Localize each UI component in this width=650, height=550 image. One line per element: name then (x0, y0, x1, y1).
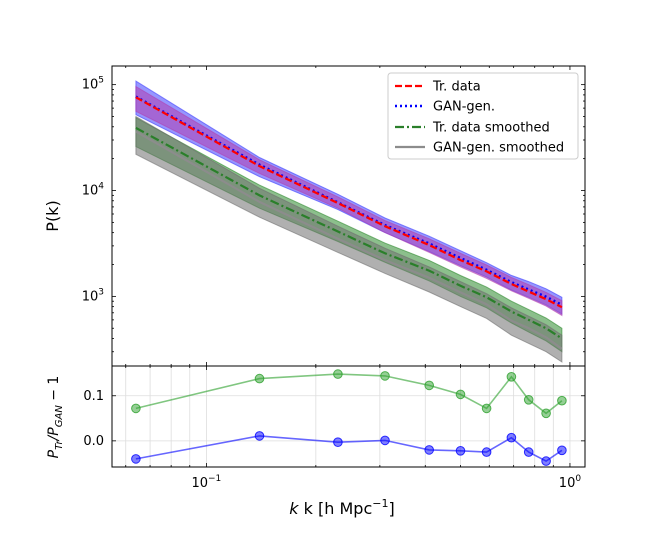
ratio-point-blue-ratio (380, 435, 390, 446)
tick-base: 10 (82, 289, 99, 304)
ratio-point-blue-ratio (557, 445, 567, 456)
ratio-point-blue-ratio (131, 454, 141, 464)
tick-exp: 3 (98, 287, 104, 297)
y-label-sub-gan: GAN (54, 405, 65, 428)
y-label-p: P (46, 449, 62, 458)
tick-exp: 5 (98, 76, 104, 86)
tick-base: 10 (559, 476, 576, 491)
bottom-y-axis-label: PTr/PGAN − 1 (46, 376, 65, 459)
ratio-point-green-ratio (131, 403, 141, 414)
top-bands (135, 80, 563, 363)
legend-label-tr-data-smoothed: Tr. data smoothed (432, 121, 550, 136)
ratio-point-blue-ratio (523, 447, 534, 457)
tick-base: 10 (82, 78, 99, 93)
y-tick-label-top: 104 (82, 182, 105, 199)
legend-label-tr-data: Tr. data (432, 80, 481, 95)
top-y-axis-label: P(k) (43, 200, 62, 231)
tick-exp: −1 (208, 474, 221, 484)
series-line-tr-data (135, 96, 563, 309)
x-label-close: ] (388, 499, 394, 518)
ratio-point-blue-ratio (333, 437, 343, 448)
x-label-k: k (289, 499, 299, 518)
bottom-panel: 0.00.110−1 100 PTr/PGAN − 1 k k [h Mpc−1] (46, 365, 586, 518)
ratio-point-green-ratio (333, 369, 343, 379)
y-label-sub-tr: Tr (54, 440, 65, 450)
y-tick-label-top: 105 (82, 76, 104, 93)
y-label-mid: /P (46, 427, 62, 443)
series-line-gan-gen-smoothed (135, 130, 563, 350)
band-tr-data-band (135, 85, 563, 317)
series-line-tr-data-smoothed (135, 126, 563, 340)
x-axis-label: k k [h Mpc−1] (289, 497, 394, 518)
tick-exp: 0 (575, 474, 581, 484)
x-tick-label: 100 (559, 474, 582, 491)
y-tick-label-bottom: 0.1 (83, 389, 104, 404)
x-label-sup: −1 (372, 497, 388, 510)
x-tick-label: 10−1 (191, 474, 221, 491)
x-label-text: k [h Mpc (304, 499, 373, 518)
ratio-point-blue-ratio (541, 456, 551, 466)
bottom-ticks: 0.00.110−1 100 (83, 366, 585, 491)
band-gan-gen-smoothed-band (135, 115, 563, 363)
tick-base: 10 (82, 184, 99, 199)
ratio-point-blue-ratio (506, 432, 517, 443)
y-tick-label-bottom: 0.0 (83, 434, 104, 449)
y-tick-label-top: 103 (82, 287, 104, 304)
ratio-point-green-ratio (424, 380, 435, 391)
ratio-point-green-ratio (506, 372, 517, 382)
tick-exp: 4 (98, 182, 104, 192)
ratio-point-green-ratio (380, 371, 390, 381)
ratio-point-green-ratio (254, 373, 265, 384)
bottom-lines (131, 369, 567, 466)
legend-label-gan-gen: GAN-gen. (433, 100, 495, 115)
bottom-axes-frame (111, 365, 586, 468)
ratio-point-blue-ratio (455, 446, 466, 456)
ratio-point-green-ratio (557, 395, 567, 406)
ratio-point-blue-ratio (254, 431, 265, 441)
ratio-point-blue-ratio (424, 445, 435, 455)
tick-base: 10 (191, 476, 208, 491)
legend: Tr. data GAN-gen. Tr. data smoothed GAN-… (387, 72, 579, 160)
ratio-point-green-ratio (523, 395, 534, 405)
y-label-tail: − 1 (46, 376, 62, 406)
top-lines (135, 95, 563, 350)
ratio-point-green-ratio (481, 403, 492, 414)
ratio-point-blue-ratio (481, 447, 492, 457)
ratio-point-green-ratio (455, 389, 466, 400)
ratio-point-green-ratio (541, 408, 551, 419)
legend-label-gan-gen-smoothed: GAN-gen. smoothed (433, 141, 564, 156)
legend-box (387, 72, 579, 160)
